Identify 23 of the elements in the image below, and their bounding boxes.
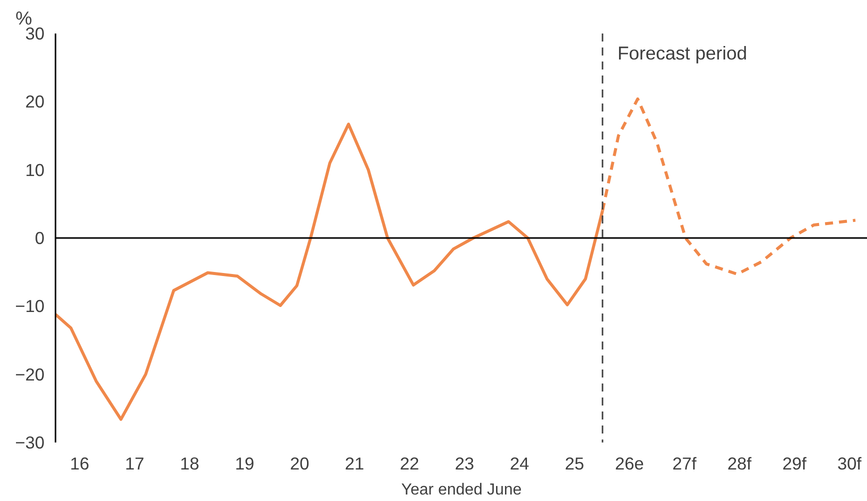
x-tick-label: 25 xyxy=(564,454,584,474)
x-tick-label: 29f xyxy=(782,454,807,474)
x-tick-label: 24 xyxy=(510,454,530,474)
y-tick-label: 0 xyxy=(34,228,45,248)
x-tick-label: 18 xyxy=(180,454,200,474)
x-tick-label: 19 xyxy=(234,454,254,474)
y-tick-label: −20 xyxy=(15,364,45,384)
x-tick-label: 21 xyxy=(344,454,364,474)
x-tick-label: 17 xyxy=(125,454,144,474)
y-tick-label: −30 xyxy=(15,432,45,452)
y-tick-label: 20 xyxy=(25,92,45,112)
x-tick-label: 28f xyxy=(727,454,752,474)
x-tick-label: 16 xyxy=(70,454,90,474)
y-tick-label: 10 xyxy=(25,160,45,180)
ref-line-label: Forecast period xyxy=(618,42,748,64)
x-tick-label: 30f xyxy=(837,454,862,474)
x-tick-label: 27f xyxy=(672,454,697,474)
y-tick-label: −10 xyxy=(15,296,45,316)
x-tick-label: 26e xyxy=(614,454,644,474)
x-tick-label: 20 xyxy=(290,454,310,474)
x-axis-title: Year ended June xyxy=(401,482,522,498)
x-tick-label: 22 xyxy=(400,454,420,474)
x-tick-label: 23 xyxy=(454,454,474,474)
